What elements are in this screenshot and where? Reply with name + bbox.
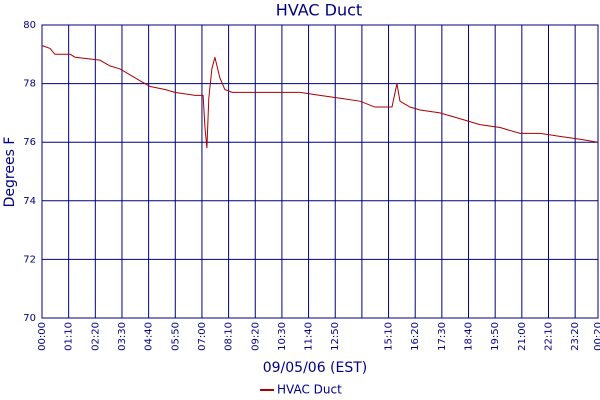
x-tick-label: 00:20 xyxy=(593,322,600,351)
x-tick-label: 05:50 xyxy=(170,322,181,351)
plot-area xyxy=(41,24,599,319)
x-tick-label: 07:00 xyxy=(197,322,208,351)
x-tick-label: 08:10 xyxy=(224,322,235,351)
x-tick-label: 12:50 xyxy=(330,322,341,351)
x-tick-label: 18:40 xyxy=(464,322,475,351)
x-tick-label: 16:20 xyxy=(410,322,421,351)
x-tick-label: 22:10 xyxy=(543,322,554,351)
y-axis-label: Degrees F xyxy=(2,137,18,208)
x-tick-label: 04:40 xyxy=(144,322,155,351)
y-tick-label: 72 xyxy=(23,254,36,265)
legend-label: HVAC Duct xyxy=(277,383,342,397)
x-tick-label: 23:20 xyxy=(570,322,581,351)
y-tick-label: 74 xyxy=(23,196,36,207)
x-tick-label: 11:40 xyxy=(304,322,315,351)
x-axis-label: 09/05/06 (EST) xyxy=(263,360,368,376)
y-tick-label: 80 xyxy=(23,20,36,31)
x-tick-label: 03:30 xyxy=(117,322,128,351)
x-tick-label: 21:00 xyxy=(517,322,528,351)
y-tick-label: 78 xyxy=(23,79,36,90)
x-tick-label: 09:20 xyxy=(250,322,261,351)
data-line xyxy=(41,45,599,149)
x-tick-label: 19:50 xyxy=(490,322,501,351)
x-tick-label: 15:10 xyxy=(384,322,395,351)
y-tick-label: 70 xyxy=(23,313,36,324)
x-tick-label: 00:00 xyxy=(37,322,48,351)
chart-title: HVAC Duct xyxy=(276,1,362,20)
x-tick-label: 17:30 xyxy=(437,322,448,351)
y-tick-label: 76 xyxy=(23,137,36,148)
x-tick-label: 01:10 xyxy=(64,322,75,351)
x-tick-label: 10:30 xyxy=(277,322,288,351)
x-tick-label: 02:20 xyxy=(90,322,101,351)
